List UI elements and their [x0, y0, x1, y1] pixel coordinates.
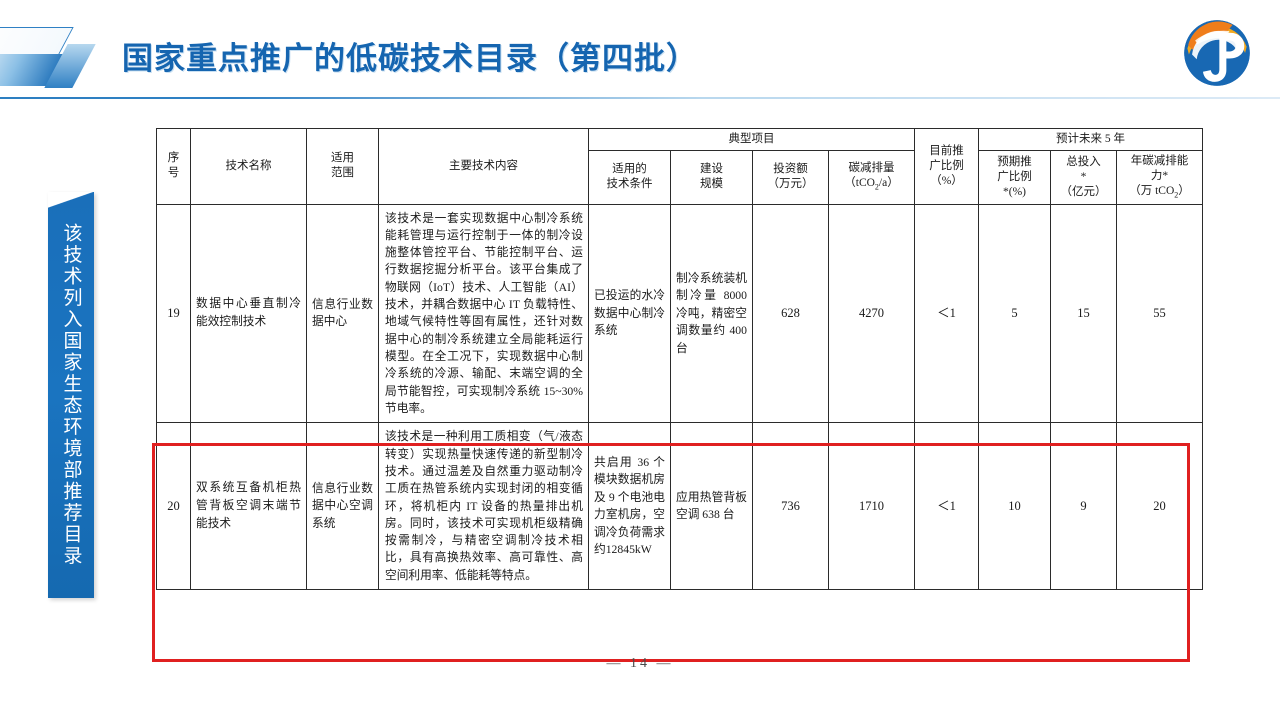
col-header-main-content: 主要技术内容	[378, 128, 589, 205]
cell-annual-capacity: 20	[1115, 422, 1204, 591]
col-header-build-scale-line2: 规模	[700, 178, 723, 191]
table-header-sub-row: 适用的 技术条件 建设 规模 投资额 （万元） 碳减排量 （tCO2/a） 预期…	[157, 149, 1204, 205]
cell-index: 19	[156, 203, 191, 424]
col-header-annual-unit-pre: （万 tCO	[1129, 184, 1175, 197]
col-header-scope: 适用 范围	[306, 128, 379, 205]
side-banner	[48, 192, 94, 598]
low-carbon-technology-table: 序 号 技术名称 适用 范围 主要技术内容 典型项目 目前推 广比例 （%） 预…	[156, 128, 1204, 591]
col-header-tech-condition-line2: 技术条件	[606, 178, 653, 191]
page-number: — 14 —	[606, 656, 674, 671]
col-header-carbon-reduction: 碳减排量 （tCO2/a）	[828, 149, 915, 205]
cell-investment: 736	[752, 422, 829, 591]
col-header-current-ratio-line1: 目前推	[929, 144, 964, 157]
side-banner-notch	[48, 192, 94, 208]
col-header-index-line1: 序	[167, 152, 180, 165]
col-header-investment: 投资额 （万元）	[752, 149, 829, 205]
table-header: 序 号 技术名称 适用 范围 主要技术内容 典型项目 目前推 广比例 （%） 预…	[156, 128, 1204, 205]
col-header-current-ratio: 目前推 广比例 （%）	[914, 128, 979, 205]
col-header-tech-condition-line1: 适用的	[612, 163, 647, 176]
col-header-group-typical-project: 典型项目	[588, 128, 915, 151]
col-header-annual-unit-post: ）	[1178, 184, 1190, 197]
table-row: 19 数据中心垂直制冷能效控制技术 信息行业数据中心 该技术是一套实现数据中心制…	[156, 203, 1204, 424]
col-header-annual-capacity-line1: 年碳减排能	[1130, 154, 1189, 167]
col-header-index-line2: 号	[167, 167, 180, 180]
table-header-group-row: 序 号 技术名称 适用 范围 主要技术内容 典型项目 目前推 广比例 （%） 预…	[156, 128, 1204, 205]
col-header-expected-ratio: 预期推 广比例 *(%)	[978, 149, 1051, 205]
cell-main-content: 该技术是一种利用工质相变（气/液态转变）实现热量快速传递的新型制冷技术。通过温差…	[378, 422, 589, 591]
col-header-tech-condition: 适用的 技术条件	[588, 149, 671, 205]
col-header-scope-line1: 适用	[331, 152, 354, 165]
cell-build-scale: 应用热管背板空调 638 台	[670, 422, 753, 591]
cell-total-investment: 15	[1050, 203, 1117, 424]
col-header-carbon-unit-sub: 2	[874, 182, 879, 192]
col-header-investment-line1: 投资额	[773, 163, 808, 176]
cell-tech-name: 数据中心垂直制冷能效控制技术	[190, 203, 307, 424]
col-header-expected-ratio-line1: 预期推	[997, 155, 1032, 168]
col-header-scope-line2: 范围	[331, 167, 354, 180]
header-divider-rule	[0, 97, 1280, 99]
col-header-expected-ratio-line2: 广比例	[997, 170, 1032, 183]
cell-expected-ratio: 10	[978, 422, 1051, 591]
cell-tech-name: 双系统互备机柜热管背板空调末端节能技术	[190, 422, 307, 591]
cell-main-content: 该技术是一套实现数据中心制冷系统能耗管理与运行控制于一体的制冷设施整体管控平台、…	[378, 203, 589, 424]
cell-carbon-reduction: 1710	[828, 422, 915, 591]
col-header-carbon-unit-pre: （tCO	[844, 177, 875, 190]
col-header-total-investment: 总投入 * （亿元）	[1050, 149, 1117, 205]
cell-tech-condition: 共启用 36 个模块数据机房及 9 个电池电力室机房，空调冷负荷需求约12845…	[588, 422, 671, 591]
cell-expected-ratio: 5	[978, 203, 1051, 424]
col-header-build-scale: 建设 规模	[670, 149, 753, 205]
col-header-group-future-five-years: 预计未来 5 年	[977, 128, 1204, 151]
slide-header: 国家重点推广的低碳技术目录（第四批）	[0, 0, 1280, 100]
col-header-total-investment-line2: *	[1080, 170, 1087, 183]
col-header-current-ratio-line2: 广比例	[929, 159, 964, 172]
col-header-build-scale-line1: 建设	[700, 163, 723, 176]
page-title: 国家重点推广的低碳技术目录（第四批）	[122, 41, 698, 77]
col-header-annual-unit-sub: 2	[1174, 190, 1179, 200]
table-body: 19 数据中心垂直制冷能效控制技术 信息行业数据中心 该技术是一套实现数据中心制…	[156, 203, 1204, 591]
cell-tech-condition: 已投运的水冷数据中心制冷系统	[588, 203, 671, 424]
cell-build-scale: 制冷系统装机制冷量 8000 冷吨，精密空调数量约 400 台	[670, 203, 753, 424]
col-header-total-investment-line3: （亿元）	[1060, 185, 1107, 198]
side-banner-label: 该技术列入国家生态环境部推荐目录	[60, 223, 83, 567]
cell-scope: 信息行业数据中心空调系统	[306, 422, 379, 591]
col-header-carbon-unit-post: /a）	[878, 177, 899, 190]
col-header-index: 序 号	[156, 128, 191, 205]
cell-total-investment: 9	[1050, 422, 1117, 591]
company-logo-icon	[1184, 20, 1250, 86]
cell-annual-capacity: 55	[1115, 203, 1204, 424]
col-header-annual-capacity-line2: 力*	[1150, 169, 1169, 182]
col-header-total-investment-line1: 总投入	[1066, 155, 1101, 168]
col-header-carbon-reduction-line1: 碳减排量	[848, 162, 895, 175]
cell-carbon-reduction: 4270	[828, 203, 915, 424]
cell-current-ratio: ＜1	[914, 203, 979, 424]
cell-index: 20	[156, 422, 191, 591]
cell-investment: 628	[752, 203, 829, 424]
col-header-current-ratio-line3: （%）	[930, 174, 963, 187]
col-header-expected-ratio-line3: *(%)	[1003, 185, 1026, 198]
table-row: 20 双系统互备机柜热管背板空调末端节能技术 信息行业数据中心空调系统 该技术是…	[156, 422, 1204, 591]
col-header-investment-line2: （万元）	[767, 178, 814, 191]
col-header-tech-name: 技术名称	[190, 128, 307, 205]
col-header-annual-capacity: 年碳减排能 力* （万 tCO2）	[1115, 149, 1204, 205]
cell-scope: 信息行业数据中心	[306, 203, 379, 424]
cell-current-ratio: ＜1	[914, 422, 979, 591]
